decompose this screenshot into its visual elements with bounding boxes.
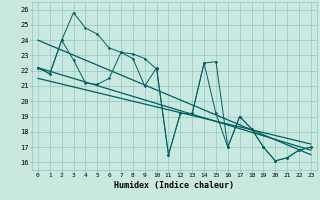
X-axis label: Humidex (Indice chaleur): Humidex (Indice chaleur)	[115, 181, 234, 190]
